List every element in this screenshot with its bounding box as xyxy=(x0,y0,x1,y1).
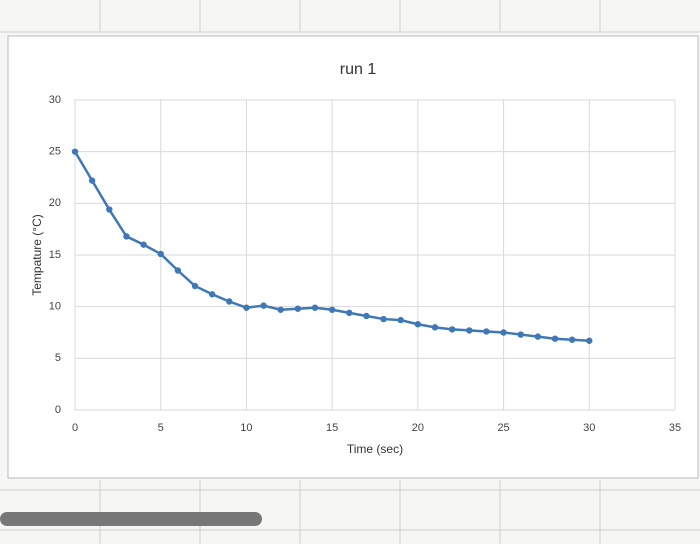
data-point xyxy=(448,326,456,333)
data-point xyxy=(106,206,113,213)
data-point xyxy=(397,316,404,324)
data-point xyxy=(363,312,370,320)
data-point xyxy=(500,329,507,336)
data-point xyxy=(88,177,96,184)
data-point xyxy=(208,291,216,298)
data-point xyxy=(466,327,473,334)
x-tick-label: 20 xyxy=(412,422,424,434)
data-point xyxy=(226,298,233,305)
y-tick-label: 20 xyxy=(49,197,61,209)
data-point xyxy=(551,335,559,342)
data-point xyxy=(414,321,422,328)
y-tick-label: 5 xyxy=(55,352,61,364)
y-tick-label: 15 xyxy=(49,249,61,261)
data-point xyxy=(483,328,490,335)
y-tick-label: 10 xyxy=(49,301,61,313)
data-point xyxy=(328,306,336,313)
plot: 0 5 10 15 20 25 30 0 5 10 15 20 25 30 35 xyxy=(49,94,681,434)
data-point xyxy=(586,337,593,344)
data-point xyxy=(346,309,353,317)
scrollbar[interactable] xyxy=(0,512,262,526)
y-tick-label: 30 xyxy=(49,94,61,106)
data-point xyxy=(140,241,147,248)
x-tick-label: 35 xyxy=(669,422,681,434)
x-axis-title: Time (sec) xyxy=(347,442,403,456)
y-tick-label: 25 xyxy=(49,146,61,158)
x-tick-label: 30 xyxy=(583,422,595,434)
data-point xyxy=(260,302,267,309)
y-tick-label: 0 xyxy=(55,404,61,416)
data-point xyxy=(277,306,284,313)
data-point xyxy=(294,305,302,312)
data-point xyxy=(157,250,164,258)
x-tick-label: 0 xyxy=(72,422,78,434)
data-point xyxy=(311,304,319,311)
data-point xyxy=(123,233,130,240)
data-point xyxy=(380,315,387,323)
chart-area[interactable] xyxy=(7,35,699,479)
data-point xyxy=(174,267,182,274)
chart-title: run 1 xyxy=(340,61,377,78)
data-point xyxy=(534,333,542,340)
data-point xyxy=(71,148,79,155)
data-point xyxy=(431,324,439,331)
data-point xyxy=(243,304,250,311)
y-axis-title: Tempature (°C) xyxy=(30,214,44,296)
data-point xyxy=(191,282,199,290)
data-point xyxy=(517,331,524,338)
data-point xyxy=(568,336,576,343)
x-tick-label: 10 xyxy=(240,422,252,434)
x-tick-label: 15 xyxy=(326,422,338,434)
x-tick-label: 5 xyxy=(158,422,164,434)
x-tick-label: 25 xyxy=(497,422,509,434)
